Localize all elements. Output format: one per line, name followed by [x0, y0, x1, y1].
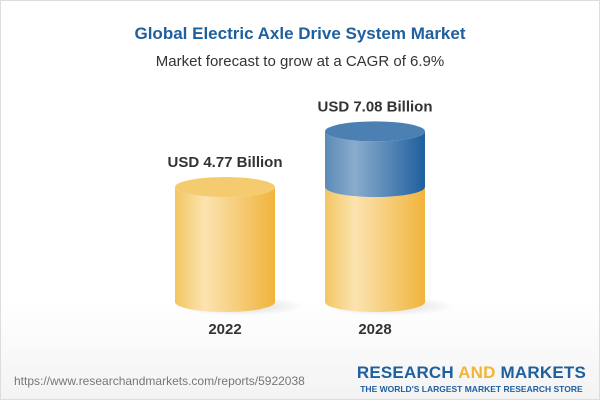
chart-subtitle: Market forecast to grow at a CAGR of 6.9…	[155, 53, 445, 70]
research-and-markets-logo: RESEARCH AND MARKETS THE WORLD'S LARGEST…	[356, 363, 586, 394]
category-label: 2022	[208, 321, 241, 338]
cylinder-top-2028	[325, 121, 425, 142]
cylinder-top-2022	[175, 177, 275, 198]
category-label: 2028	[358, 321, 391, 338]
source-url[interactable]: https://www.researchandmarkets.com/repor…	[14, 374, 305, 388]
cylinder-chart: USD 4.77 Billion 2022 USD 7.08 Billion 2028	[167, 98, 455, 338]
cylinder-base-segment-2028	[325, 187, 425, 312]
cylinder-body-2022	[175, 187, 275, 312]
data-label: USD 7.08 Billion	[317, 98, 432, 115]
cylinder-growth-segment-2028	[325, 131, 425, 198]
chart-title: Global Electric Axle Drive System Market	[134, 24, 466, 43]
data-label: USD 4.77 Billion	[167, 154, 282, 171]
